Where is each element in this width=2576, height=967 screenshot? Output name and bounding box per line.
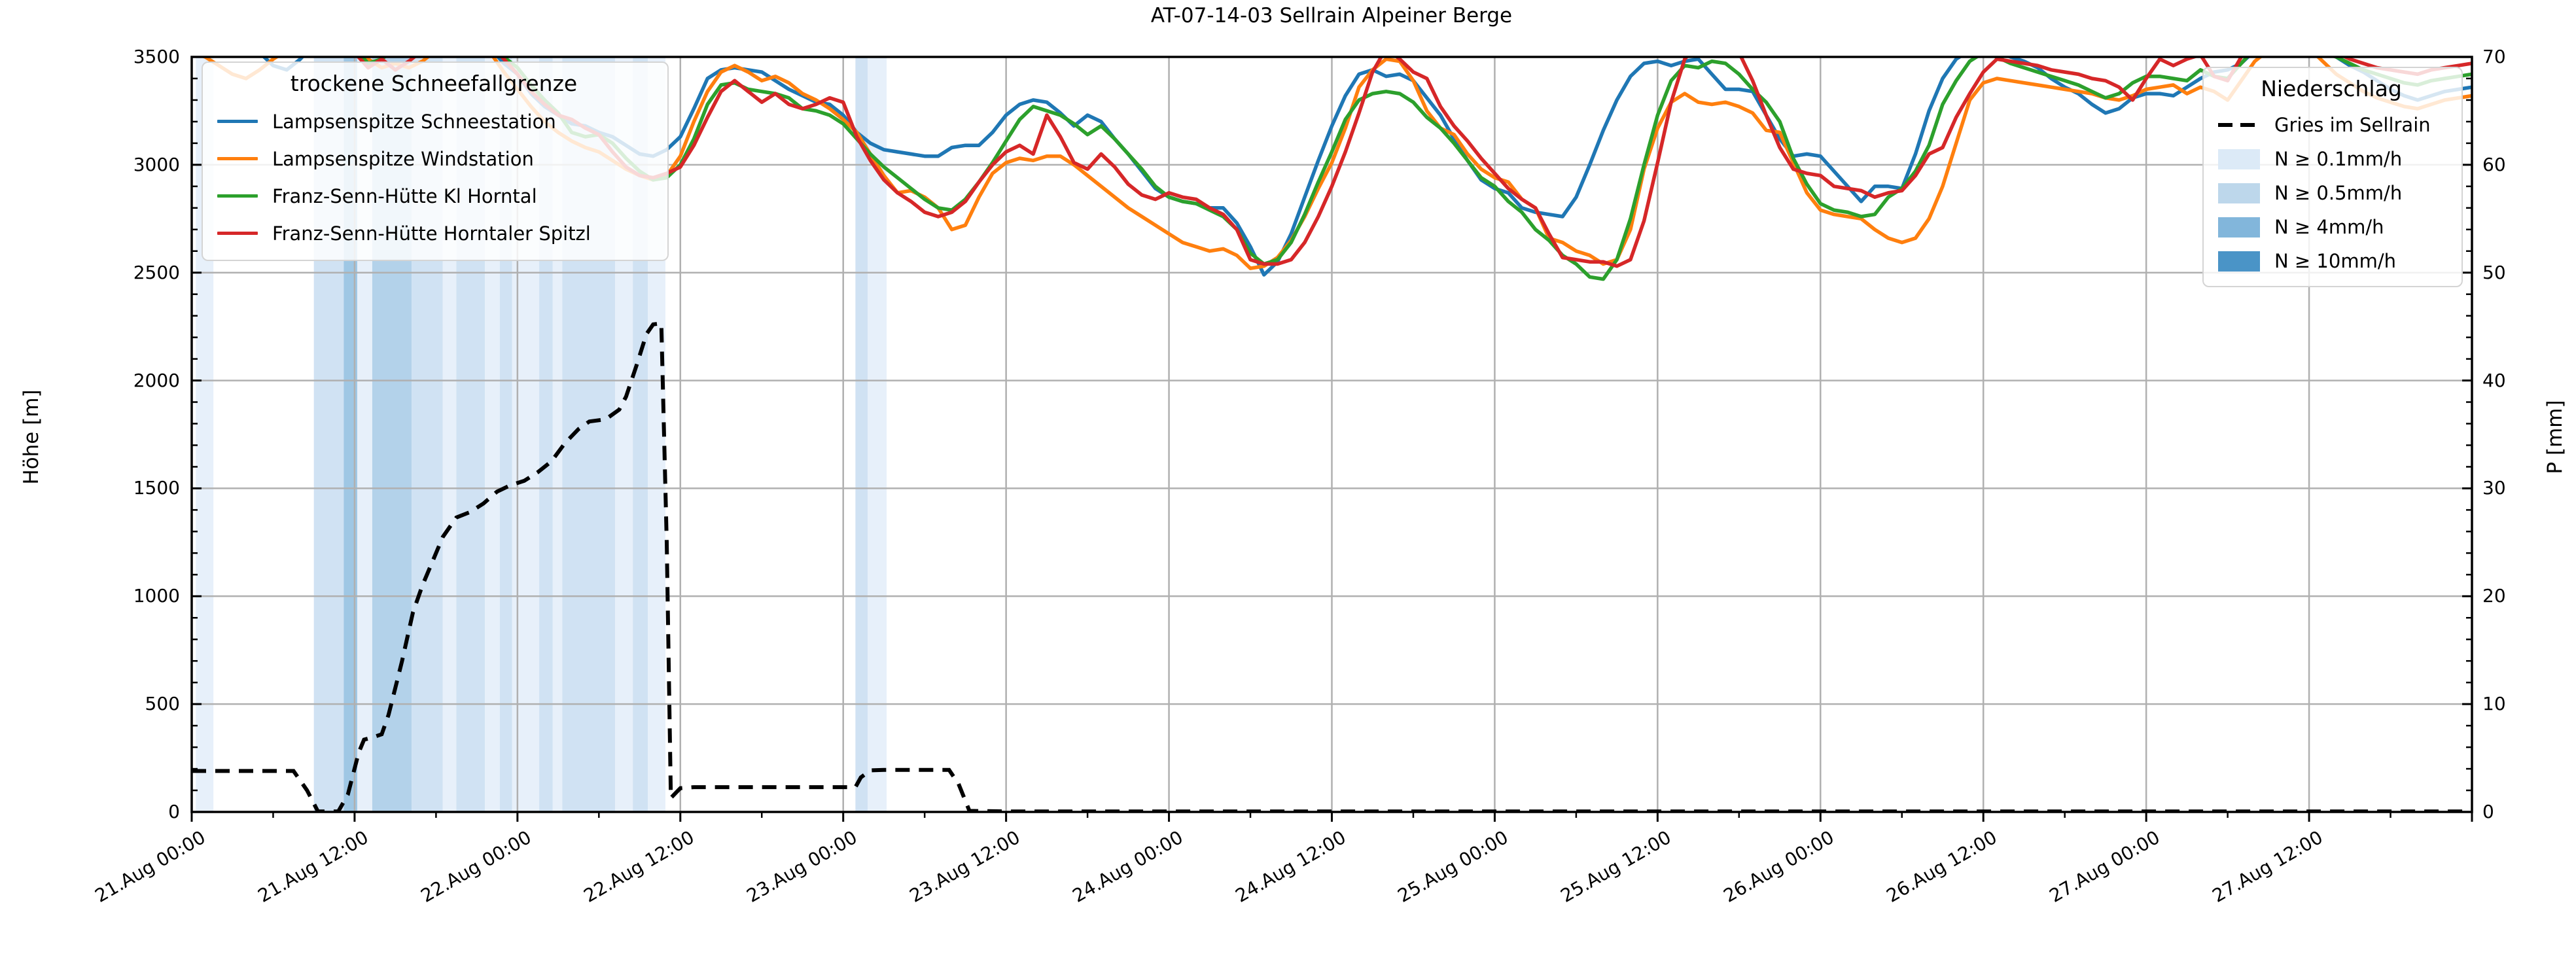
legend-item-gries: Gries im Sellrain <box>2218 108 2444 142</box>
band-swatch-4 <box>2218 217 2260 237</box>
legend-precip: Niederschlag Gries im Sellrain N ≥ 0.1mm… <box>2202 67 2463 287</box>
legend-item-n10: N ≥ 10mm/h <box>2218 244 2444 278</box>
y-left-tick-label: 3000 <box>133 153 180 175</box>
line-swatch-green <box>217 194 258 198</box>
legend-item-label: N ≥ 10mm/h <box>2274 250 2396 272</box>
precip-band <box>855 57 868 812</box>
precip-accumulation-line <box>192 321 2472 812</box>
legend-precip-title: Niederschlag <box>2261 76 2402 101</box>
y-left-tick-label: 1000 <box>133 585 180 607</box>
legend-item-label: Lampsenspitze Schneestation <box>272 110 556 133</box>
band-swatch-10 <box>2218 251 2260 272</box>
line-swatch-blue <box>217 120 258 123</box>
legend-item-label: Franz-Senn-Hütte Kl Horntal <box>272 185 537 207</box>
legend-item-n05: N ≥ 0.5mm/h <box>2218 176 2444 210</box>
y-right-tick-label: 30 <box>2482 477 2506 499</box>
legend-item-label: N ≥ 0.1mm/h <box>2274 148 2403 170</box>
legend-item-label: Gries im Sellrain <box>2274 114 2431 136</box>
precip-band <box>868 57 887 812</box>
chart-title: AT-07-14-03 Sellrain Alpeiner Berge <box>1150 4 1513 27</box>
y-axis-label-left: Höhe [m] <box>20 389 43 485</box>
line-swatch-red <box>217 232 258 235</box>
dashed-line-swatch <box>2218 123 2260 127</box>
legend-item-label: N ≥ 4mm/h <box>2274 216 2384 238</box>
y-left-tick-label: 2000 <box>133 369 180 391</box>
legend-item-n4: N ≥ 4mm/h <box>2218 210 2444 244</box>
y-right-tick-label: 0 <box>2482 801 2494 822</box>
y-left-tick-label: 3500 <box>133 46 180 67</box>
y-right-tick-label: 50 <box>2482 261 2506 283</box>
legend-item-label: N ≥ 0.5mm/h <box>2274 182 2403 204</box>
y-right-tick-label: 70 <box>2482 46 2506 67</box>
legend-snowline-title: trockene Schneefallgrenze <box>290 71 578 96</box>
y-right-tick-label: 20 <box>2482 585 2506 607</box>
y-left-tick-label: 2500 <box>133 261 180 283</box>
band-swatch-0.5 <box>2218 183 2260 203</box>
legend-snowline: trockene Schneefallgrenze Lampsenspitze … <box>202 62 669 261</box>
y-right-tick-label: 60 <box>2482 153 2506 175</box>
legend-item-label: Lampsenspitze Windstation <box>272 147 534 170</box>
line-swatch-orange <box>217 157 258 160</box>
legend-item-kl-horntal: Franz-Senn-Hütte Kl Horntal <box>217 177 650 215</box>
y-right-tick-label: 40 <box>2482 369 2506 391</box>
legend-item-horntaler-spitzl: Franz-Senn-Hütte Horntaler Spitzl <box>217 215 650 252</box>
band-swatch-0.1 <box>2218 149 2260 169</box>
y-left-tick-label: 500 <box>145 693 180 715</box>
legend-item-n01: N ≥ 0.1mm/h <box>2218 142 2444 176</box>
y-left-tick-label: 1500 <box>133 477 180 499</box>
y-right-tick-label: 10 <box>2482 693 2506 715</box>
legend-item-label: Franz-Senn-Hütte Horntaler Spitzl <box>272 222 591 245</box>
legend-item-schneestation: Lampsenspitze Schneestation <box>217 103 650 140</box>
y-left-tick-label: 0 <box>168 801 180 822</box>
legend-item-windstation: Lampsenspitze Windstation <box>217 140 650 177</box>
